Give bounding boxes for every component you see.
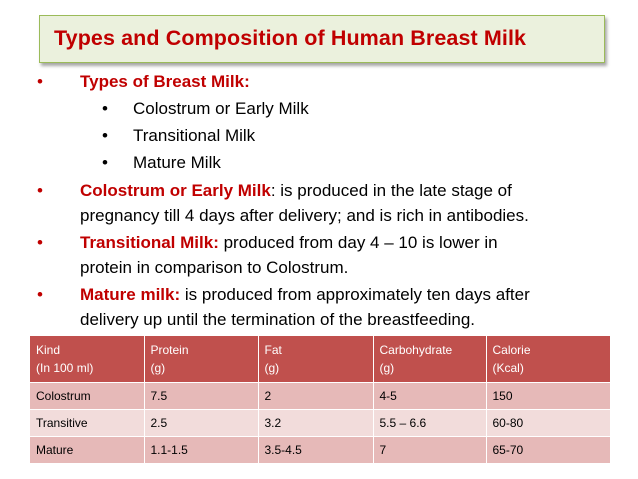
table-cell: 3.5-4.5	[258, 436, 374, 463]
bullet-dot: •	[37, 181, 43, 200]
slide-title: Types and Composition of Human Breast Mi…	[54, 26, 527, 50]
table-cell: Colostrum	[30, 382, 145, 410]
type-item-mature: Mature Milk	[133, 153, 221, 172]
table-cell: 3.2	[258, 409, 374, 437]
sub-bullet-dot: •	[102, 126, 108, 145]
sub-bullet-dot: •	[102, 153, 108, 172]
transitional-text-1: produced from day 4 – 10 is lower in	[218, 233, 498, 252]
table-header-row: Kind (In 100 ml) Protein (g) Fat (g) Carboh…	[30, 336, 611, 383]
table-row: Transitive 2.5 3.2 5.5 – 6.6 60-80	[30, 409, 611, 437]
table-row: Mature 1.1-1.5 3.5-4.5 7 65-70	[30, 436, 611, 463]
colostrum-label: Colostrum or Early Milk	[80, 181, 271, 200]
composition-table: Kind (In 100 ml) Protein (g) Fat (g) Carboh…	[30, 336, 611, 463]
header-fat: Fat (g)	[258, 336, 374, 383]
header-protein: Protein (g)	[144, 336, 259, 383]
mature-text-2: delivery up until the termination of the…	[80, 310, 476, 329]
bullet-dot: •	[37, 285, 43, 304]
type-item-transitional: Transitional Milk	[133, 126, 256, 145]
table-cell: 150	[486, 382, 611, 410]
table-cell: 7	[373, 436, 487, 463]
table-cell: 60-80	[486, 409, 611, 437]
mature-text-1: is produced from approximately ten days …	[180, 285, 530, 304]
colostrum-text-1: : is produced in the late stage of	[270, 181, 512, 200]
colostrum-text-2: pregnancy till 4 days after delivery; an…	[80, 206, 529, 225]
colostrum-line-1: Colostrum or Early Milk: is produced in …	[80, 180, 512, 202]
sub-bullet-dot: •	[102, 99, 108, 118]
table-row: Colostrum 7.5 2 4-5 150	[30, 382, 611, 410]
table-cell: 2.5	[144, 409, 259, 437]
header-calorie: Calorie (Kcal)	[486, 336, 611, 383]
table-cell: Transitive	[30, 409, 145, 437]
bullet-dot: •	[37, 72, 43, 91]
header-kind: Kind (In 100 ml)	[30, 336, 145, 383]
title-box: Types and Composition of Human Breast Mi…	[39, 15, 605, 63]
type-item-colostrum: Colostrum or Early Milk	[133, 99, 309, 118]
transitional-line-1: Transitional Milk: produced from day 4 –…	[80, 232, 498, 254]
table-cell: Mature	[30, 436, 145, 463]
bullet-dot: •	[37, 233, 43, 252]
table-cell: 1.1-1.5	[144, 436, 259, 463]
mature-line-1: Mature milk: is produced from approximat…	[80, 284, 530, 306]
table-cell: 2	[258, 382, 374, 410]
transitional-label: Transitional Milk:	[80, 233, 219, 252]
table-cell: 5.5 – 6.6	[373, 409, 487, 437]
types-heading: Types of Breast Milk:	[80, 72, 250, 91]
mature-label: Mature milk:	[80, 285, 181, 304]
table-cell: 65-70	[486, 436, 611, 463]
table-cell: 4-5	[373, 382, 487, 410]
transitional-text-2: protein in comparison to Colostrum.	[80, 258, 349, 277]
table-cell: 7.5	[144, 382, 259, 410]
header-carbohydrate: Carbohydrate (g)	[373, 336, 487, 383]
